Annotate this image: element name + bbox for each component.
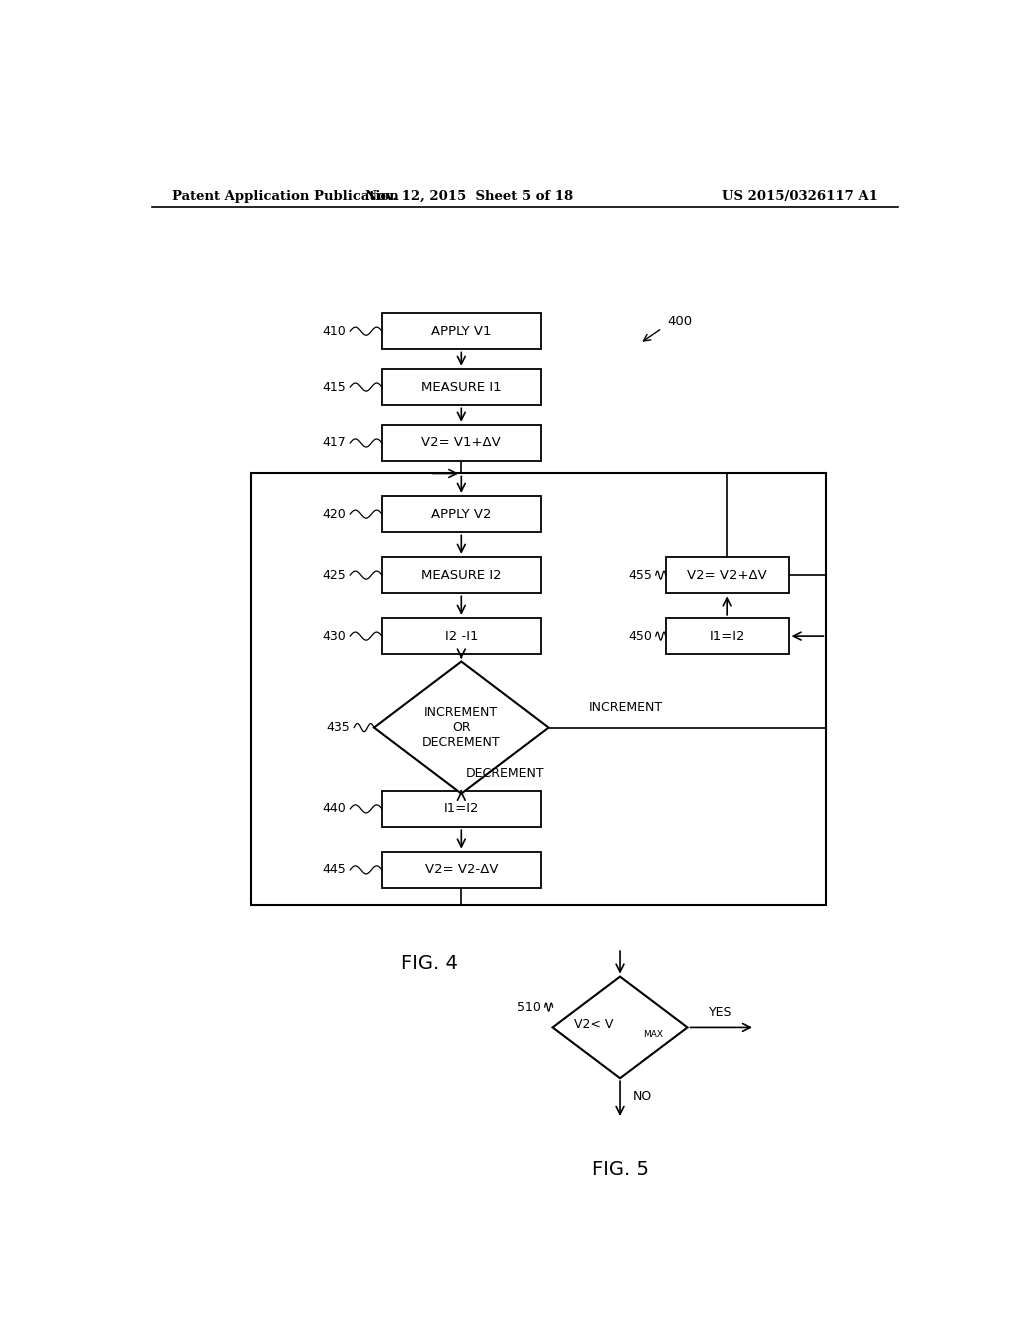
Text: 417: 417: [323, 437, 346, 450]
Text: INCREMENT: INCREMENT: [588, 701, 663, 714]
Text: MAX: MAX: [643, 1031, 664, 1039]
Text: FIG. 4: FIG. 4: [401, 954, 458, 973]
FancyBboxPatch shape: [382, 368, 541, 405]
Text: 440: 440: [323, 803, 346, 816]
FancyBboxPatch shape: [382, 557, 541, 594]
Text: DECREMENT: DECREMENT: [466, 767, 545, 780]
Text: 445: 445: [323, 863, 346, 876]
Text: 430: 430: [323, 630, 346, 643]
Text: I1=I2: I1=I2: [710, 630, 744, 643]
Text: NO: NO: [633, 1090, 652, 1104]
Text: V2= V2-ΔV: V2= V2-ΔV: [425, 863, 498, 876]
FancyBboxPatch shape: [382, 496, 541, 532]
Text: MEASURE I1: MEASURE I1: [421, 380, 502, 393]
Bar: [251, 474, 826, 906]
FancyBboxPatch shape: [382, 851, 541, 888]
FancyBboxPatch shape: [666, 557, 788, 594]
Text: I1=I2: I1=I2: [443, 803, 479, 816]
Text: APPLY V2: APPLY V2: [431, 508, 492, 520]
Text: 425: 425: [323, 569, 346, 582]
Text: Patent Application Publication: Patent Application Publication: [172, 190, 398, 202]
Text: V2< V: V2< V: [574, 1018, 613, 1031]
Text: YES: YES: [709, 1006, 732, 1019]
Polygon shape: [553, 977, 687, 1078]
Text: Nov. 12, 2015  Sheet 5 of 18: Nov. 12, 2015 Sheet 5 of 18: [366, 190, 573, 202]
Text: 420: 420: [323, 508, 346, 520]
FancyBboxPatch shape: [666, 618, 788, 655]
Text: 435: 435: [327, 721, 350, 734]
Text: 410: 410: [323, 325, 346, 338]
Text: MEASURE I2: MEASURE I2: [421, 569, 502, 582]
Text: INCREMENT
OR
DECREMENT: INCREMENT OR DECREMENT: [422, 706, 501, 748]
Text: 450: 450: [628, 630, 652, 643]
Text: 455: 455: [628, 569, 652, 582]
Text: US 2015/0326117 A1: US 2015/0326117 A1: [722, 190, 878, 202]
Text: 415: 415: [323, 380, 346, 393]
Text: APPLY V1: APPLY V1: [431, 325, 492, 338]
FancyBboxPatch shape: [382, 618, 541, 655]
FancyBboxPatch shape: [382, 791, 541, 828]
Text: FIG. 5: FIG. 5: [592, 1160, 648, 1179]
Polygon shape: [374, 661, 549, 793]
Text: I2 -I1: I2 -I1: [444, 630, 478, 643]
Text: V2= V1+ΔV: V2= V1+ΔV: [422, 437, 501, 450]
Text: 400: 400: [668, 314, 693, 327]
Text: V2= V2+ΔV: V2= V2+ΔV: [687, 569, 767, 582]
Text: 510: 510: [517, 1001, 541, 1014]
FancyBboxPatch shape: [382, 425, 541, 461]
FancyBboxPatch shape: [382, 313, 541, 350]
